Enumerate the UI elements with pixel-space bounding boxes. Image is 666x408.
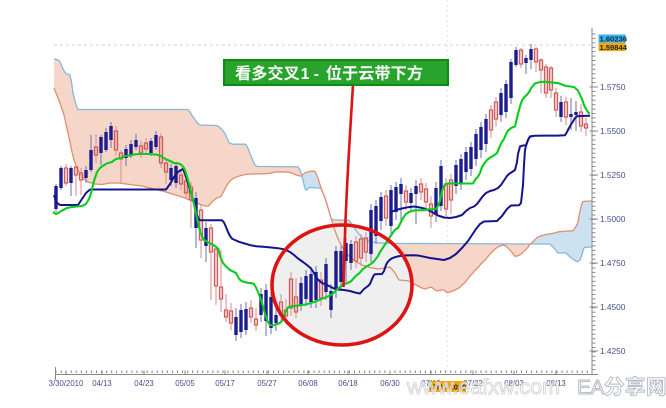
svg-text:07/15 2010: 07/15 2010: [429, 383, 467, 392]
svg-text:1.5750: 1.5750: [600, 82, 626, 92]
svg-text:05/05: 05/05: [175, 379, 195, 388]
svg-text:1.4500: 1.4500: [600, 302, 626, 312]
svg-text:07/22: 07/22: [463, 379, 483, 388]
svg-text:06/08: 06/08: [298, 379, 318, 388]
svg-text:06/30: 06/30: [380, 379, 400, 388]
svg-text:1.5500: 1.5500: [600, 126, 626, 136]
svg-text:3/30/2010: 3/30/2010: [49, 379, 84, 388]
svg-text:1.60236: 1.60236: [600, 35, 627, 44]
svg-text:08/03: 08/03: [504, 379, 524, 388]
svg-text:1.59844: 1.59844: [600, 43, 628, 52]
svg-text:04/23: 04/23: [134, 379, 154, 388]
svg-text:EA: EA: [577, 376, 605, 399]
svg-text:1.4250: 1.4250: [600, 346, 626, 356]
svg-text:05/17: 05/17: [215, 379, 235, 388]
svg-text:05/27: 05/27: [257, 379, 277, 388]
svg-text:1.5250: 1.5250: [600, 170, 626, 180]
svg-text:06/18: 06/18: [338, 379, 358, 388]
svg-text:1.4750: 1.4750: [600, 258, 626, 268]
svg-text:www.eafxw.com: www.eafxw.com: [406, 375, 560, 399]
svg-text:08/13: 08/13: [546, 379, 566, 388]
svg-text:1.5000: 1.5000: [600, 214, 626, 224]
svg-text:1 -: 1 -: [301, 66, 319, 83]
svg-text:04/13: 04/13: [92, 379, 112, 388]
